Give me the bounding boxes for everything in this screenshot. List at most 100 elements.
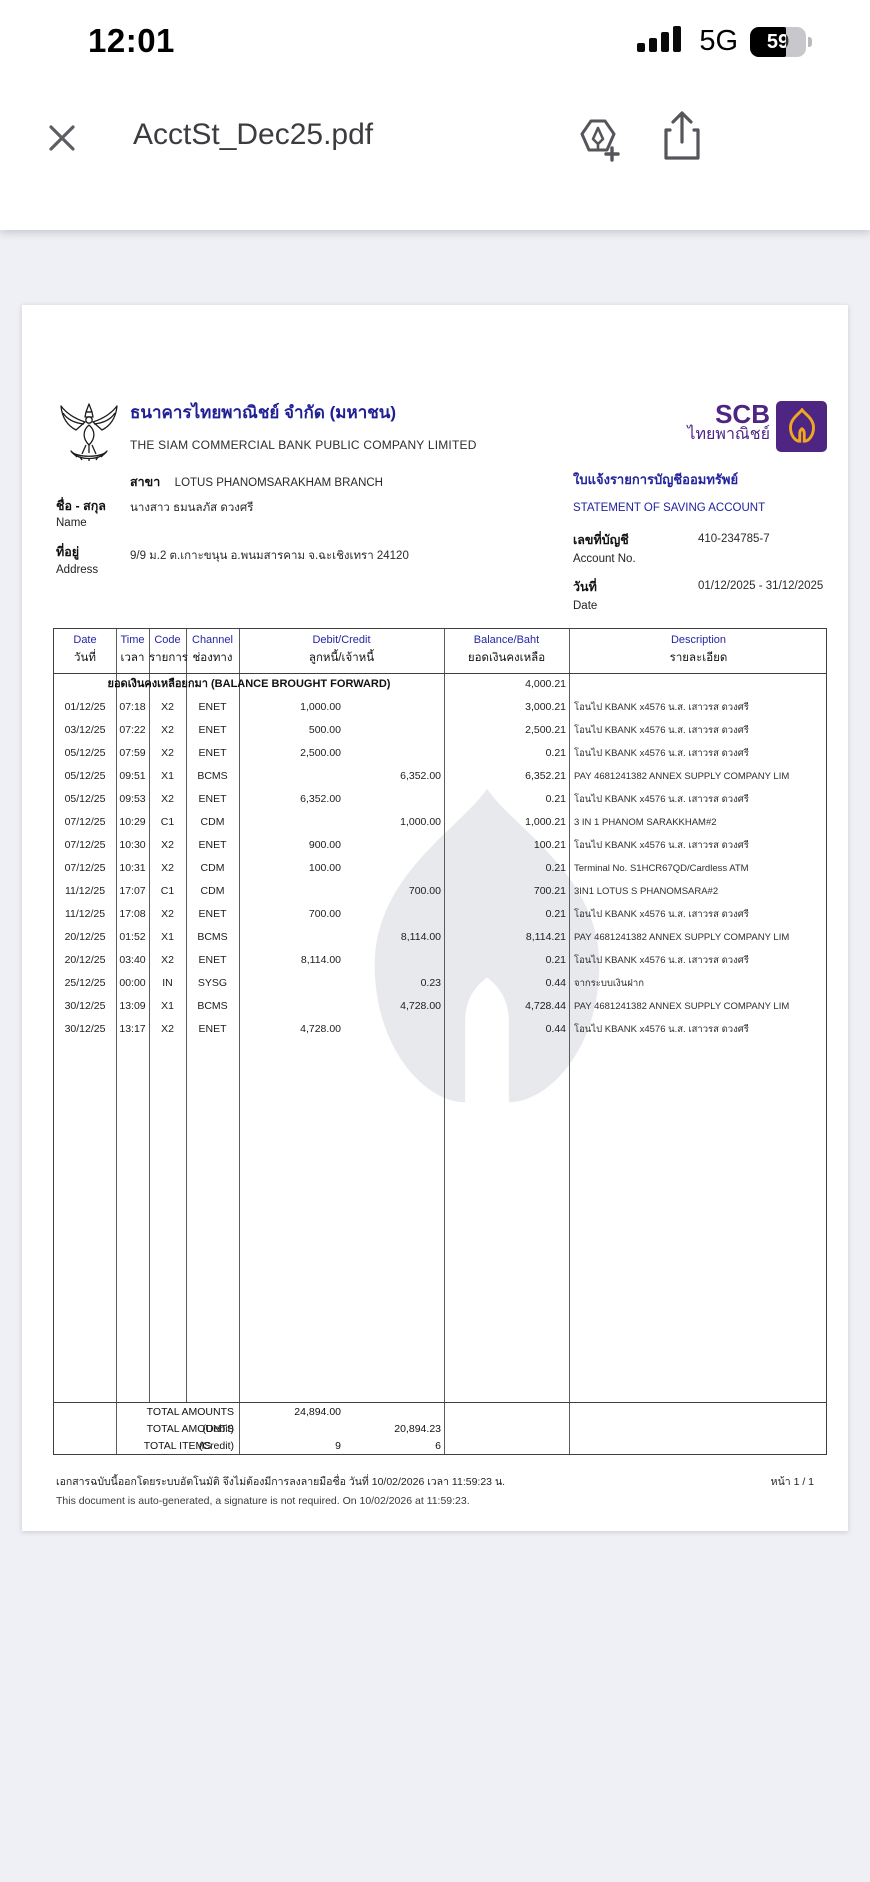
- close-icon: [44, 125, 80, 159]
- brought-forward-balance: 4,000.21: [525, 678, 566, 690]
- tx-channel: ENET: [198, 908, 227, 920]
- statement-title-th: ใบแจ้งรายการบัญชีออมทรัพย์: [573, 472, 739, 487]
- total-debit-value: 24,894.00: [294, 1406, 341, 1418]
- address-label-th: ที่อยู่: [56, 545, 80, 559]
- footer-note-en: This document is auto-generated, a signa…: [56, 1495, 470, 1507]
- tx-date: 07/12/25: [64, 862, 106, 874]
- col-code-en: Code: [154, 634, 181, 646]
- tx-debit: 2,500.00: [300, 747, 341, 759]
- col-description-th: รายละเอียด: [669, 652, 728, 664]
- address-label-en: Address: [56, 564, 99, 576]
- tx-time: 17:07: [119, 885, 146, 897]
- tx-code: C1: [160, 885, 175, 897]
- tx-channel: CDM: [200, 862, 225, 874]
- tx-code: X1: [161, 1000, 174, 1012]
- pdf-title: AcctSt_Dec25.pdf: [133, 118, 374, 151]
- tx-time: 00:00: [119, 977, 146, 989]
- tx-channel: CDM: [200, 816, 225, 828]
- markup-button[interactable]: [572, 112, 624, 167]
- tx-code: X2: [161, 954, 174, 966]
- col-debit-credit-th: ลูกหนี้/เจ้าหนี้: [308, 652, 375, 664]
- pdf-viewport[interactable]: ธนาคารไทยพาณิชย์ จำกัด (มหาชน) THE SIAM …: [0, 230, 870, 1882]
- tx-time: 07:59: [119, 747, 146, 759]
- tx-date: 20/12/25: [64, 954, 106, 966]
- tx-channel: CDM: [200, 885, 225, 897]
- tx-balance: 0.44: [545, 977, 566, 989]
- table-header: Date Time Code Channel Debit/Credit Bala…: [54, 629, 828, 673]
- tx-channel: SYSG: [197, 977, 228, 989]
- tx-channel: BCMS: [197, 770, 228, 782]
- share-button[interactable]: [656, 108, 708, 167]
- tx-date: 11/12/25: [64, 885, 106, 897]
- tx-time: 17:08: [119, 908, 146, 920]
- tx-code: X2: [161, 862, 174, 874]
- tx-balance: 0.21: [545, 747, 566, 759]
- tx-code: X2: [161, 1023, 174, 1035]
- tx-date: 30/12/25: [64, 1000, 106, 1012]
- col-code-th: รายการ: [149, 652, 188, 664]
- tx-description: Terminal No. S1HCR67QD/Cardless ATM: [574, 863, 749, 874]
- transaction-row: 25/12/25 00:00 IN SYSG 0.23 0.44 จากระบบ…: [54, 972, 828, 995]
- tx-code: X1: [161, 931, 174, 943]
- brought-forward-label: ยอดเงินคงเหลือยกมา (BALANCE BROUGHT FORW…: [107, 678, 391, 690]
- bank-name-english: THE SIAM COMMERCIAL BANK PUBLIC COMPANY …: [130, 438, 477, 452]
- transaction-row: 20/12/25 03:40 X2 ENET 8,114.00 0.21 โอน…: [54, 949, 828, 972]
- tx-credit: 8,114.00: [400, 931, 441, 943]
- tx-balance: 0.21: [545, 954, 566, 966]
- transaction-rows: 01/12/25 07:18 X2 ENET 1,000.00 3,000.21…: [54, 696, 828, 1041]
- tx-code: X1: [161, 770, 174, 782]
- tx-channel: BCMS: [197, 1000, 228, 1012]
- transaction-row: 30/12/25 13:17 X2 ENET 4,728.00 0.44 โอน…: [54, 1018, 828, 1041]
- name-value: นางสาว ธมนลภัส ดวงศรี: [130, 502, 254, 514]
- totals-box: TOTAL AMOUNTS (Debit) 24,894.00 TOTAL AM…: [53, 1402, 827, 1455]
- footer-note-th: เอกสารฉบับนี้ออกโดยระบบอัตโนมัติ จึงไม่ต…: [56, 1476, 506, 1488]
- tx-balance: 0.21: [545, 793, 566, 805]
- name-label-en: Name: [56, 517, 87, 529]
- tx-date: 11/12/25: [64, 908, 106, 920]
- col-channel-en: Channel: [192, 634, 233, 646]
- tx-description: โอนไป KBANK x4576 น.ส. เสาวรส ดวงศรี: [574, 955, 749, 966]
- tx-date: 05/12/25: [64, 793, 106, 805]
- tx-balance: 2,500.21: [525, 724, 566, 736]
- period-label-th: วันที่: [573, 580, 597, 594]
- tx-description: จากระบบเงินฝาก: [574, 978, 644, 989]
- close-button[interactable]: [44, 120, 80, 159]
- tx-channel: ENET: [198, 954, 227, 966]
- transaction-row: 11/12/25 17:08 X2 ENET 700.00 0.21 โอนไป…: [54, 903, 828, 926]
- transaction-row: 05/12/25 09:53 X2 ENET 6,352.00 0.21 โอน…: [54, 788, 828, 811]
- network-type-label: 5G: [699, 25, 738, 57]
- col-description-en: Description: [670, 634, 727, 646]
- tx-time: 13:17: [119, 1023, 146, 1035]
- total-credit-value: 20,894.23: [394, 1423, 441, 1435]
- tx-date: 07/12/25: [64, 839, 106, 851]
- tx-debit: 900.00: [308, 839, 341, 851]
- tx-description: โอนไป KBANK x4576 น.ส. เสาวรส ดวงศรี: [574, 1024, 749, 1035]
- account-label-th: เลขที่บัญชี: [573, 533, 629, 547]
- tx-time: 07:18: [119, 701, 146, 713]
- tx-date: 01/12/25: [64, 701, 106, 713]
- scb-logo-thai-text: ไทยพาณิชย์: [687, 426, 770, 443]
- tx-credit: 1,000.00: [400, 816, 441, 828]
- tx-description: PAY 4681241382 ANNEX SUPPLY COMPANY LIM: [574, 932, 790, 943]
- tx-time: 01:52: [119, 931, 146, 943]
- tx-channel: BCMS: [197, 931, 228, 943]
- tx-balance: 0.44: [545, 1023, 566, 1035]
- transaction-row: 03/12/25 07:22 X2 ENET 500.00 2,500.21 โ…: [54, 719, 828, 742]
- col-balance-th: ยอดเงินคงเหลือ: [467, 652, 546, 664]
- tx-description: โอนไป KBANK x4576 น.ส. เสาวรส ดวงศรี: [574, 794, 749, 805]
- battery-icon: 59: [750, 26, 812, 57]
- tx-debit: 700.00: [308, 908, 341, 920]
- col-debit-credit-en: Debit/Credit: [312, 634, 371, 646]
- tx-debit: 1,000.00: [300, 701, 341, 713]
- tx-channel: ENET: [198, 701, 227, 713]
- signal-strength-icon: [637, 24, 687, 59]
- tx-credit: 700.00: [408, 885, 441, 897]
- branch-label: สาขา: [130, 475, 161, 489]
- name-label-th: ชื่อ - สกุล: [56, 499, 106, 513]
- transaction-row: 01/12/25 07:18 X2 ENET 1,000.00 3,000.21…: [54, 696, 828, 719]
- transaction-row: 30/12/25 13:09 X1 BCMS 4,728.00 4,728.44…: [54, 995, 828, 1018]
- tx-description: โอนไป KBANK x4576 น.ส. เสาวรส ดวงศรี: [574, 702, 749, 713]
- tx-balance: 0.21: [545, 862, 566, 874]
- total-debit-row: TOTAL AMOUNTS (Debit) 24,894.00: [54, 1404, 826, 1435]
- transaction-table: Date Time Code Channel Debit/Credit Bala…: [53, 628, 827, 1403]
